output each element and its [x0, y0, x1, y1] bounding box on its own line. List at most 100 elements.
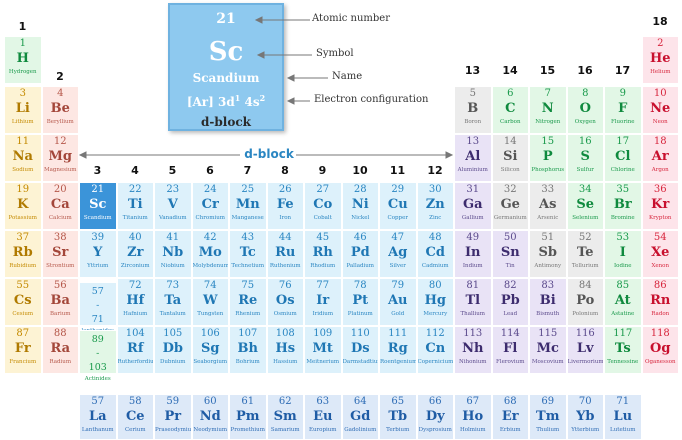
- element-cell-ag[interactable]: 47 Ag Silver: [379, 230, 417, 278]
- element-cell-rb[interactable]: 37 Rb Rubidium: [4, 230, 42, 278]
- element-cell-ga[interactable]: 31 Ga Gallium: [454, 182, 492, 230]
- element-cell-na[interactable]: 11 Na Sodium: [4, 134, 42, 182]
- element-cell-ts[interactable]: 117 Ts Tennessine: [604, 326, 642, 374]
- element-cell-k[interactable]: 19 K Potassium: [4, 182, 42, 230]
- element-cell-nb[interactable]: 41 Nb Niobium: [154, 230, 192, 278]
- element-cell-nd[interactable]: 60 Nd Neodymium: [191, 394, 229, 440]
- element-cell-rf[interactable]: 104 Rf Rutherfordium: [116, 326, 154, 374]
- element-cell-hg[interactable]: 80 Hg Mercury: [416, 278, 454, 326]
- element-cell-zn[interactable]: 30 Zn Zinc: [416, 182, 454, 230]
- element-cell-sc[interactable]: 21 Sc Scandium: [79, 182, 117, 230]
- element-cell-ho[interactable]: 67 Ho Holmium: [454, 394, 492, 440]
- element-cell-be[interactable]: 4 Be Beryllium: [41, 86, 79, 134]
- element-cell-mn[interactable]: 25 Mn Manganese: [229, 182, 267, 230]
- element-cell-sm[interactable]: 62 Sm Samarium: [266, 394, 304, 440]
- element-cell-ir[interactable]: 77 Ir Iridium: [304, 278, 342, 326]
- element-cell-cs[interactable]: 55 Cs Cesium: [4, 278, 42, 326]
- element-cell-cd[interactable]: 48 Cd Cadmium: [416, 230, 454, 278]
- element-cell-kr[interactable]: 36 Kr Krypton: [641, 182, 679, 230]
- element-cell-tc[interactable]: 43 Tc Technetium: [229, 230, 267, 278]
- element-cell-ba[interactable]: 56 Ba Barium: [41, 278, 79, 326]
- element-cell-tm[interactable]: 69 Tm Thulium: [529, 394, 567, 440]
- element-cell-pr[interactable]: 59 Pr Praseodymium: [154, 394, 192, 440]
- element-cell-og[interactable]: 118 Og Oganesson: [641, 326, 679, 374]
- element-cell-ds[interactable]: 110 Ds Darmstadtium: [341, 326, 379, 374]
- element-cell-la[interactable]: 57 La Lanthanum: [79, 394, 117, 440]
- element-cell-tl[interactable]: 81 Tl Thallium: [454, 278, 492, 326]
- element-cell-o[interactable]: 8 O Oxygen: [566, 86, 604, 134]
- element-cell-cr[interactable]: 24 Cr Chromium: [191, 182, 229, 230]
- element-cell-ce[interactable]: 58 Ce Cerium: [116, 394, 154, 440]
- element-cell-se[interactable]: 34 Se Selenium: [566, 182, 604, 230]
- element-cell-pb[interactable]: 82 Pb Lead: [491, 278, 529, 326]
- element-cell-sn[interactable]: 50 Sn Tin: [491, 230, 529, 278]
- element-cell-i[interactable]: 53 I Iodine: [604, 230, 642, 278]
- element-cell-at[interactable]: 85 At Astatine: [604, 278, 642, 326]
- element-cell-y[interactable]: 39 Y Yttrium: [79, 230, 117, 278]
- element-cell-v[interactable]: 23 V Vanadium: [154, 182, 192, 230]
- element-cell-cn[interactable]: 112 Cn Copernicium: [416, 326, 454, 374]
- element-cell-ra[interactable]: 88 Ra Radium: [41, 326, 79, 374]
- element-cell-mg[interactable]: 12 Mg Magnesium: [41, 134, 79, 182]
- element-cell-br[interactable]: 35 Br Bromine: [604, 182, 642, 230]
- element-cell-pd[interactable]: 46 Pd Palladium: [341, 230, 379, 278]
- element-cell-po[interactable]: 84 Po Polonium: [566, 278, 604, 326]
- element-cell-rn[interactable]: 86 Rn Radon: [641, 278, 679, 326]
- element-cell-he[interactable]: 2 He Helium: [641, 36, 679, 84]
- element-cell-zr[interactable]: 40 Zr Zirconium: [116, 230, 154, 278]
- element-cell-lu[interactable]: 71 Lu Lutetium: [604, 394, 642, 440]
- element-cell-sr[interactable]: 38 Sr Strontium: [41, 230, 79, 278]
- element-cell-os[interactable]: 76 Os Osmium: [266, 278, 304, 326]
- element-cell-b[interactable]: 5 B Boron: [454, 86, 492, 134]
- element-cell-ar[interactable]: 18 Ar Argon: [641, 134, 679, 182]
- element-cell-h[interactable]: 1 H Hydrogen: [4, 36, 42, 84]
- element-cell-bi[interactable]: 83 Bi Bismuth: [529, 278, 567, 326]
- actinides-placeholder[interactable]: 89 - 103 Actinides: [79, 330, 117, 382]
- element-cell-sb[interactable]: 51 Sb Antimony: [529, 230, 567, 278]
- element-cell-mt[interactable]: 109 Mt Meitnerium: [304, 326, 342, 374]
- element-cell-s[interactable]: 16 S Sulfur: [566, 134, 604, 182]
- element-cell-mc[interactable]: 115 Mc Moscovium: [529, 326, 567, 374]
- element-cell-n[interactable]: 7 N Nitrogen: [529, 86, 567, 134]
- element-cell-te[interactable]: 52 Te Tellurium: [566, 230, 604, 278]
- lanthanides-placeholder[interactable]: 57 - 71lanthanides: [79, 282, 117, 334]
- element-cell-ca[interactable]: 20 Ca Calcium: [41, 182, 79, 230]
- element-cell-co[interactable]: 27 Co Cobalt: [304, 182, 342, 230]
- element-cell-al[interactable]: 13 Al Aluminium: [454, 134, 492, 182]
- element-cell-as[interactable]: 33 As Arsenic: [529, 182, 567, 230]
- element-cell-f[interactable]: 9 F Fluorine: [604, 86, 642, 134]
- element-cell-p[interactable]: 15 P Phosphorus: [529, 134, 567, 182]
- element-cell-er[interactable]: 68 Er Erbium: [491, 394, 529, 440]
- element-cell-cl[interactable]: 17 Cl Chlorine: [604, 134, 642, 182]
- element-cell-pt[interactable]: 78 Pt Platinum: [341, 278, 379, 326]
- element-cell-cu[interactable]: 29 Cu Copper: [379, 182, 417, 230]
- element-cell-pm[interactable]: 61 Pm Promethium: [229, 394, 267, 440]
- element-cell-eu[interactable]: 63 Eu Europium: [304, 394, 342, 440]
- element-cell-bh[interactable]: 107 Bh Bohrium: [229, 326, 267, 374]
- element-cell-nh[interactable]: 113 Nh Nihonium: [454, 326, 492, 374]
- element-cell-rg[interactable]: 111 Rg Roentgenium: [379, 326, 417, 374]
- element-cell-w[interactable]: 74 W Tungsten: [191, 278, 229, 326]
- element-cell-si[interactable]: 14 Si Silicon: [491, 134, 529, 182]
- element-cell-ne[interactable]: 10 Ne Neon: [641, 86, 679, 134]
- element-cell-xe[interactable]: 54 Xe Xenon: [641, 230, 679, 278]
- element-cell-fe[interactable]: 26 Fe Iron: [266, 182, 304, 230]
- element-cell-dy[interactable]: 66 Dy Dysprosium: [416, 394, 454, 440]
- element-cell-ru[interactable]: 44 Ru Ruthenium: [266, 230, 304, 278]
- element-cell-mo[interactable]: 42 Mo Molybdenum: [191, 230, 229, 278]
- element-cell-fl[interactable]: 114 Fl Flerovium: [491, 326, 529, 374]
- element-cell-db[interactable]: 105 Db Dubnium: [154, 326, 192, 374]
- element-cell-au[interactable]: 79 Au Gold: [379, 278, 417, 326]
- element-cell-ge[interactable]: 32 Ge Germanium: [491, 182, 529, 230]
- element-cell-re[interactable]: 75 Re Rhenium: [229, 278, 267, 326]
- element-cell-in[interactable]: 49 In Indium: [454, 230, 492, 278]
- element-cell-hf[interactable]: 72 Hf Hafnium: [116, 278, 154, 326]
- element-cell-c[interactable]: 6 C Carbon: [491, 86, 529, 134]
- element-cell-tb[interactable]: 65 Tb Terbium: [379, 394, 417, 440]
- element-cell-yb[interactable]: 70 Yb Ytterbium: [566, 394, 604, 440]
- element-cell-sg[interactable]: 106 Sg Seaborgium: [191, 326, 229, 374]
- element-cell-rh[interactable]: 45 Rh Rhodium: [304, 230, 342, 278]
- element-cell-hs[interactable]: 108 Hs Hassium: [266, 326, 304, 374]
- element-cell-fr[interactable]: 87 Fr Francium: [4, 326, 42, 374]
- element-cell-gd[interactable]: 64 Gd Gadolinium: [341, 394, 379, 440]
